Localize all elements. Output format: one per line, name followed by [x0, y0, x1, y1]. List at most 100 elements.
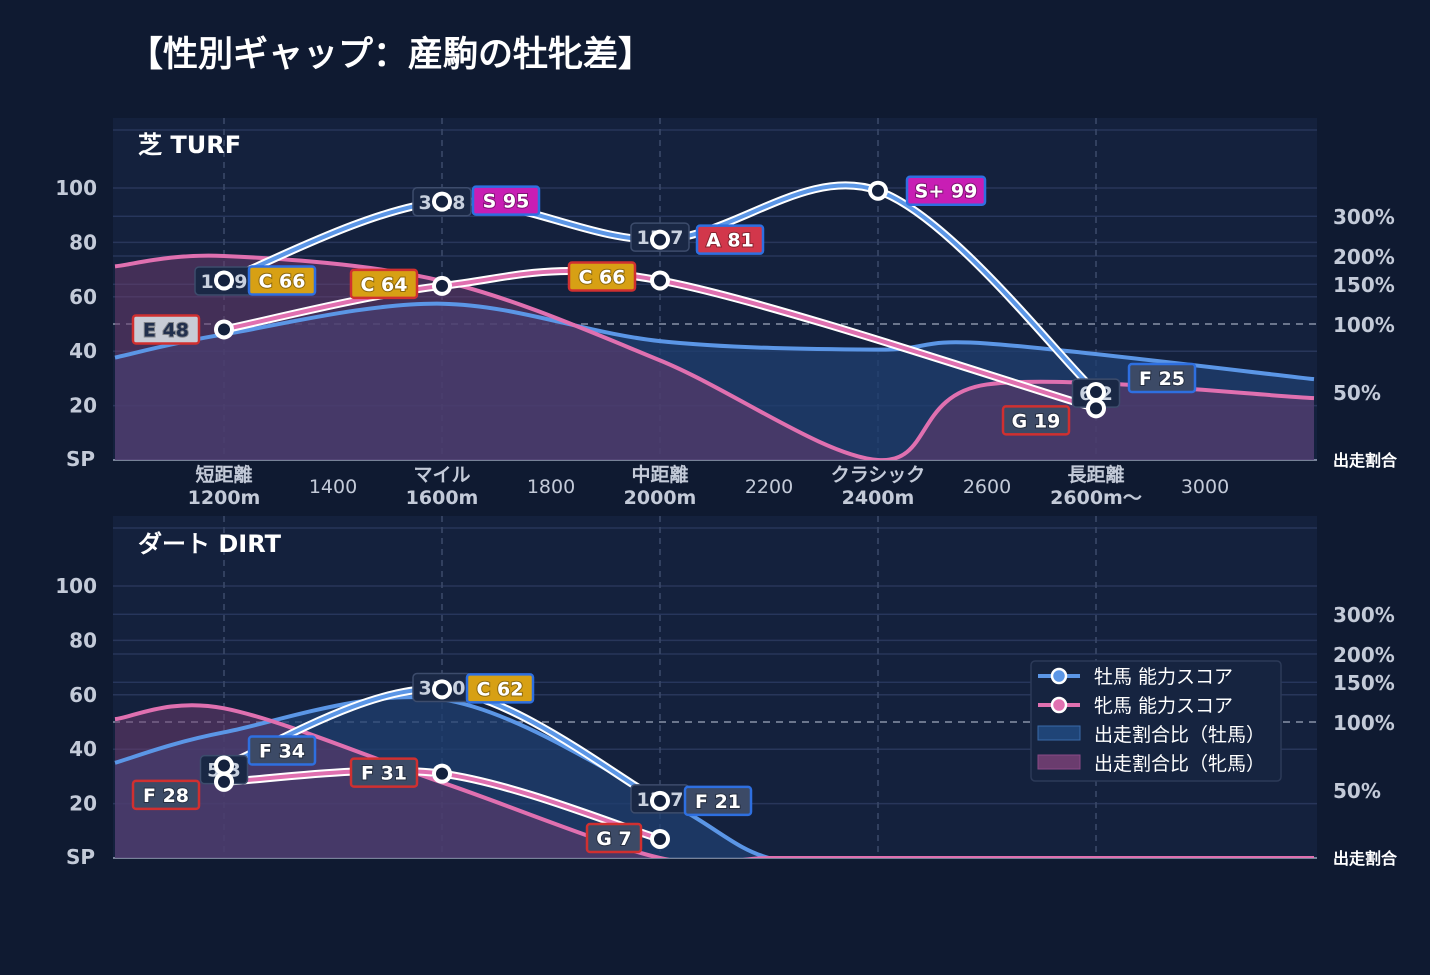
dirt-right-tick-label: 100%: [1333, 711, 1395, 735]
turf-male-grade-badge: [905, 175, 987, 206]
turf-right-axis-label: 出走割合: [1333, 451, 1398, 470]
turf-female-grade-label: C 66: [579, 266, 626, 288]
dirt-male-point-inner: [654, 794, 666, 807]
turf-male-grade-badge: [471, 185, 541, 216]
dirt-male-grade-badge: [683, 785, 753, 817]
turf-male-grade-label: S 95: [483, 191, 530, 213]
x-number-label: 2600: [963, 476, 1011, 498]
dirt-male-grade-label: F 21: [695, 791, 741, 813]
turf-right-tick-label: 200%: [1333, 245, 1395, 269]
turf-y-tick-label: 80: [69, 230, 97, 254]
dirt-y-tick-label: 60: [69, 683, 97, 707]
turf-male-point-inner: [436, 195, 448, 208]
dirt-male-grade-badge: [465, 673, 535, 704]
x-category-label: 短距離: [195, 463, 252, 486]
turf-male-point-inner: [654, 233, 666, 246]
turf-female-point-inner: [1090, 402, 1102, 415]
turf-male-grade-badge: [247, 265, 317, 296]
turf-male-grade-label: F 25: [1139, 368, 1185, 390]
dirt-markers: 5.331.013.7F 34C 62F 21F 28F 31G 7: [131, 672, 753, 854]
turf-panel-title: 芝 TURF: [138, 131, 241, 159]
legend-male-marker-icon: [1050, 667, 1068, 685]
turf-y-tick-label: 20: [69, 394, 97, 418]
dirt-right-tick-label: 200%: [1333, 643, 1395, 667]
dirt-y-tick-sp: SP: [66, 845, 95, 869]
turf-male-grade-label: S+ 99: [915, 181, 978, 203]
turf-right-tick-label: 150%: [1333, 273, 1395, 297]
dirt-female-point-inner: [218, 775, 230, 788]
x-category-label: クラシック: [831, 464, 926, 486]
dirt-female-ratio-line: [114, 703, 1314, 858]
turf-female-point-inner: [436, 279, 448, 292]
dirt-male-point-inner: [218, 759, 230, 772]
dirt-right-tick-label: 150%: [1333, 671, 1395, 695]
legend-female-ratio-label: 出走割合比（牝馬）: [1094, 753, 1265, 775]
turf-male-grade-label: C 66: [259, 270, 306, 292]
legend-female-marker-icon: [1050, 696, 1068, 714]
turf-right-tick-label: 300%: [1333, 205, 1395, 229]
legend-male-score-label: 牡馬 能力スコア: [1094, 666, 1233, 688]
turf-female-point-inner: [654, 274, 666, 287]
dirt-female-grade-label: F 31: [361, 763, 407, 785]
legend-female-score-label: 牝馬 能力スコア: [1094, 695, 1233, 717]
turf-male-grade-label: A 81: [706, 230, 754, 252]
turf-female-point-inner: [218, 323, 230, 336]
dirt-y-tick-label: 100: [55, 574, 97, 598]
turf-female-grade-label: G 19: [1012, 410, 1061, 432]
dirt-male-point-inner: [436, 683, 448, 696]
x-number-label: 2200: [745, 476, 793, 498]
turf-panel: 17.930.815.76.2C 66S 95A 81S+ 99F 25E 48…: [55, 118, 1398, 509]
dirt-male-grade-label: F 34: [259, 741, 305, 763]
turf-y-tick-label: 40: [69, 339, 97, 363]
legend-male-ratio-label: 出走割合比（牡馬）: [1094, 724, 1265, 746]
dirt-male-grade-label: C 62: [477, 678, 524, 700]
turf-male-point-inner: [218, 274, 230, 287]
turf-y-tick-label: 100: [55, 176, 97, 200]
dirt-female-grade-badge: [349, 757, 419, 788]
dirt-female-grade-badge: [131, 779, 201, 811]
legend-female-area-swatch: [1037, 754, 1081, 770]
x-category-distance: 2400m: [842, 487, 915, 509]
dirt-right-axis-label: 出走割合: [1333, 849, 1398, 868]
x-category-distance: 1600m: [406, 487, 479, 509]
dirt-panel-title: ダート DIRT: [138, 530, 282, 558]
turf-female-grade-badge: [1001, 405, 1071, 436]
legend-box: [1030, 660, 1282, 782]
legend: 牡馬 能力スコア 牝馬 能力スコア 出走割合比（牡馬） 出走割合比（牝馬）: [1030, 660, 1282, 782]
dirt-female-point-inner: [436, 767, 448, 780]
dirt-female-point-inner: [654, 832, 666, 845]
turf-male-point-inner: [1090, 386, 1102, 398]
legend-male-area-swatch: [1037, 725, 1081, 741]
dirt-female-grade-badge: [585, 822, 643, 854]
dirt-female-grade-label: F 28: [143, 785, 189, 807]
turf-female-grade-label: E 48: [143, 319, 189, 341]
turf-y-tick-sp: SP: [66, 447, 95, 471]
dirt-y-tick-label: 80: [69, 628, 97, 652]
x-category-distance: 2600m〜: [1050, 487, 1142, 509]
turf-y-tick-label: 60: [69, 285, 97, 309]
x-number-label: 3000: [1181, 476, 1229, 498]
dirt-right-tick-label: 50%: [1333, 779, 1381, 803]
turf-female-grade-label: C 64: [361, 274, 408, 296]
dirt-y-tick-label: 20: [69, 792, 97, 816]
x-category-distance: 2000m: [624, 487, 697, 509]
dirt-y-tick-label: 40: [69, 737, 97, 761]
turf-markers: 17.930.815.76.2C 66S 95A 81S+ 99F 25E 48…: [131, 175, 1197, 436]
x-category-distance: 1200m: [188, 487, 261, 509]
x-category-label: マイル: [413, 464, 470, 486]
chart-title: 【性別ギャップ：産駒の牡牝差】: [128, 35, 653, 75]
dirt-axes: 100 80 60 40 20 SP 300% 200% 150% 100% 50% 出走割合: [55, 574, 1398, 869]
turf-male-grade-badge: [1127, 362, 1197, 394]
turf-female-grade-badge: [567, 261, 637, 292]
turf-male-ratio-line: [114, 301, 1315, 382]
turf-right-tick-label: 100%: [1333, 313, 1395, 337]
x-number-label: 1800: [527, 476, 575, 498]
x-category-label: 中距離: [631, 463, 688, 486]
turf-male-point-inner: [872, 184, 884, 197]
x-category-label: 長距離: [1067, 463, 1124, 486]
x-number-label: 1400: [309, 476, 357, 498]
dirt-male-grade-badge: [247, 735, 317, 766]
dirt-right-tick-label: 300%: [1333, 603, 1395, 627]
turf-right-tick-label: 50%: [1333, 381, 1381, 405]
